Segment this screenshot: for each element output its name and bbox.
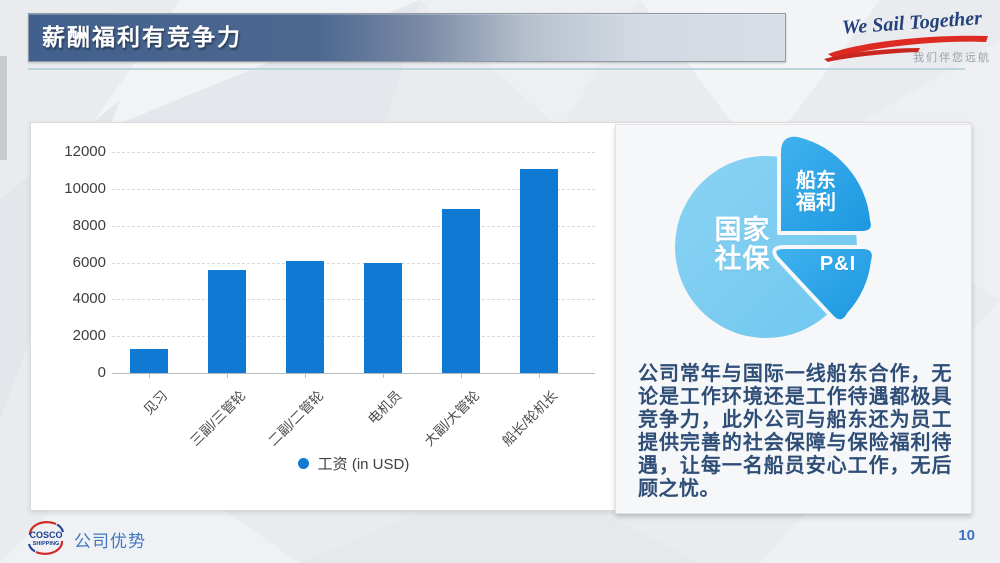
x-axis-tick	[305, 374, 306, 378]
gridline	[112, 188, 595, 190]
x-axis-line	[112, 373, 595, 374]
gridline	[112, 225, 595, 227]
description-text: 公司常年与国际一线船东合作，无论是工作环境还是工作待遇都极具竞争力，此外公司与船…	[638, 363, 952, 500]
bar	[286, 260, 324, 373]
x-axis-tick	[461, 374, 462, 378]
x-axis-tick	[149, 374, 150, 378]
slide-title-banner: 薪酬福利有竞争力	[28, 13, 786, 62]
bar	[130, 349, 168, 373]
y-axis-tick-label: 8000	[72, 216, 106, 234]
y-axis-tick-label: 6000	[72, 253, 106, 271]
y-axis-tick-label: 2000	[72, 327, 106, 345]
bar	[520, 168, 558, 373]
gridline	[112, 262, 595, 264]
shipowner-welfare-wedge	[777, 132, 875, 235]
x-axis-tick	[383, 374, 384, 378]
bar	[208, 269, 246, 373]
gridline	[112, 299, 595, 301]
benefits-diagram	[675, 132, 876, 338]
pandi-wedge	[772, 245, 876, 324]
bar	[442, 209, 480, 373]
footer-section-label: 公司优势	[74, 532, 146, 551]
logo-text-cosco: COSCO	[29, 530, 62, 540]
y-axis-tick-label: 0	[97, 364, 106, 381]
pandi-label: P&I	[819, 253, 857, 275]
x-axis-tick	[227, 374, 228, 378]
x-axis-tick	[539, 374, 540, 378]
logo-text-shipping: SHIPPING	[33, 541, 60, 547]
brand-block: We Sail Together 我们伴您远航	[820, 7, 995, 66]
slide-title: 薪酬福利有竞争力	[42, 24, 242, 50]
header-divider	[28, 68, 965, 70]
legend-label: 工资 (in USD)	[317, 456, 410, 473]
page-number: 10	[958, 527, 975, 544]
gridline	[112, 152, 595, 153]
salary-bar-chart: 工资 (in USD) 0 2000 4000 6000 8000 10000 12000 见…	[30, 122, 615, 511]
cosco-shipping-logo: COSCO SHIPPING	[28, 521, 64, 555]
brand-brush-stroke-icon	[824, 35, 988, 62]
legend-marker-icon	[297, 458, 309, 469]
gridline	[112, 336, 595, 338]
shipowner-welfare-label: 船东 福利	[796, 170, 836, 214]
bar	[364, 262, 402, 373]
y-axis-tick-label: 10000	[64, 179, 106, 197]
social-insurance-label: 国家 社保	[714, 215, 771, 274]
y-axis-tick-label: 12000	[64, 143, 106, 160]
brand-slogan-chinese: 我们伴您远航	[913, 52, 991, 64]
y-axis-tick-label: 4000	[72, 290, 106, 308]
chart-legend: 工资 (in USD)	[112, 453, 595, 474]
